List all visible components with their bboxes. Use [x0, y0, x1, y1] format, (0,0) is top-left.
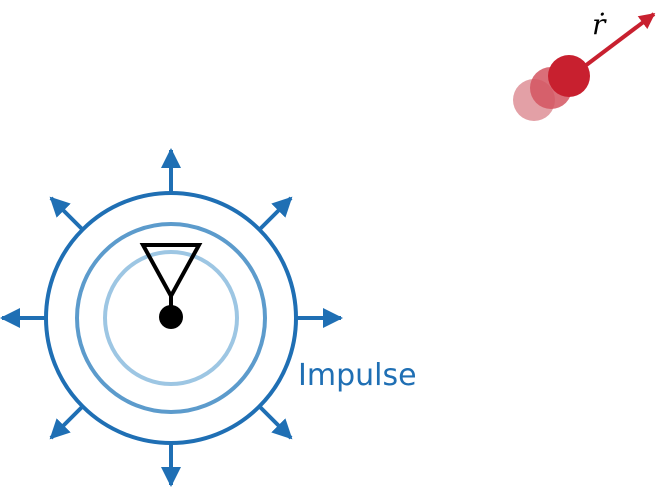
arrow-up-left [49, 196, 84, 231]
impulse-label: Impulse [298, 358, 417, 393]
arrow-down-right [258, 405, 293, 440]
pulse-rings [44, 191, 298, 445]
target-dot [548, 55, 590, 97]
pulse-ring-middle [75, 222, 267, 414]
arrow-down-left [49, 405, 84, 440]
velocity-arrow [583, 12, 656, 68]
antenna-icon [139, 243, 203, 329]
arrow-up-right [258, 196, 293, 231]
propagation-arrows [0, 148, 343, 487]
pulse-ring-inner [103, 250, 239, 386]
moving-target [513, 12, 656, 121]
velocity-label: ṙ [592, 8, 607, 41]
pulse-ring-outer [44, 191, 298, 445]
